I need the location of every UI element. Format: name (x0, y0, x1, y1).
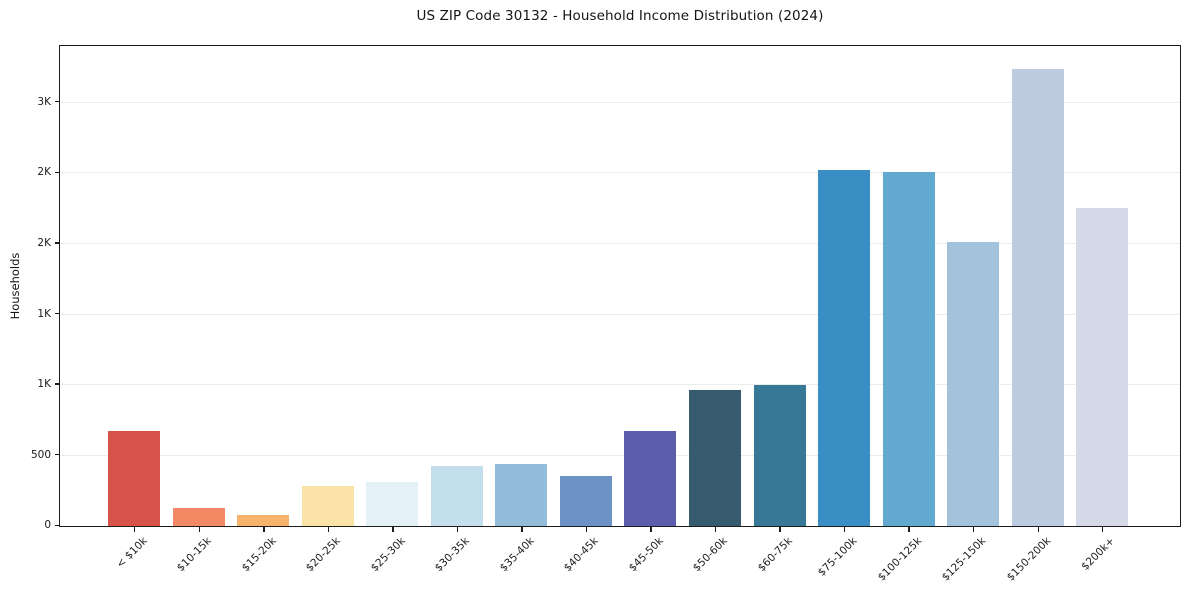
x-tick-mark (908, 527, 910, 532)
x-tick-mark (779, 527, 781, 532)
x-tick-mark (585, 527, 588, 532)
bar-$35-40k (495, 463, 548, 526)
x-tick-mark (650, 527, 652, 532)
gridline-500 (60, 454, 1180, 456)
gridline-1500 (60, 313, 1180, 315)
x-tick-mark (714, 527, 717, 532)
bar-$125-150k (947, 241, 1000, 526)
y-tick-label: 1K (37, 307, 51, 320)
gridline-3000 (60, 101, 1180, 103)
bar-$150-200k (1011, 68, 1064, 526)
bar-$20-25k (301, 485, 354, 526)
bars-layer (60, 46, 1180, 526)
y-tick-mark (54, 312, 59, 315)
y-tick-mark (54, 383, 59, 385)
y-tick-mark (54, 100, 59, 103)
bar-$100-125k (882, 172, 935, 526)
x-tick-mark (843, 527, 846, 532)
y-tick-label: 0 (44, 519, 51, 532)
chart-title: US ZIP Code 30132 - Household Income Dis… (416, 8, 824, 24)
y-tick-label: 1K (37, 378, 51, 391)
bar-$40-45k (559, 476, 612, 526)
x-tick-mark (327, 527, 330, 532)
y-tick-label: 500 (30, 448, 51, 461)
x-tick-mark (972, 527, 975, 532)
x-tick-mark (198, 527, 201, 532)
y-tick-mark (54, 242, 59, 244)
y-tick-label: 2K (37, 236, 51, 249)
bar-$60-75k (753, 385, 806, 526)
gridline-2500 (60, 172, 1180, 174)
x-tick-mark (456, 527, 459, 532)
x-tick-mark (392, 527, 394, 532)
bar-$50-60k (688, 390, 741, 526)
bar-< $10k (108, 430, 161, 526)
bar-$200k+ (1076, 207, 1129, 526)
bar-$10-15k (172, 508, 225, 526)
gridlines-layer (60, 46, 1180, 526)
x-tick-mark (134, 527, 136, 532)
x-tick-mark (521, 527, 523, 532)
x-tick-mark (263, 527, 265, 532)
y-tick-label: 3K (37, 95, 51, 108)
gridline-2000 (60, 243, 1180, 245)
y-tick-mark (54, 454, 59, 456)
bar-$25-30k (366, 482, 419, 526)
y-tick-mark (54, 171, 59, 173)
bar-$30-35k (430, 466, 483, 526)
bar-$75-100k (818, 169, 871, 526)
gridline-1000 (60, 384, 1180, 386)
plot-area (59, 45, 1181, 527)
bar-$45-50k (624, 431, 677, 526)
y-tick-label: 2K (37, 166, 51, 179)
bar-$15-20k (237, 515, 290, 526)
y-tick-mark (54, 524, 59, 527)
x-tick-mark (1102, 527, 1104, 532)
x-tick-mark (1037, 527, 1039, 532)
